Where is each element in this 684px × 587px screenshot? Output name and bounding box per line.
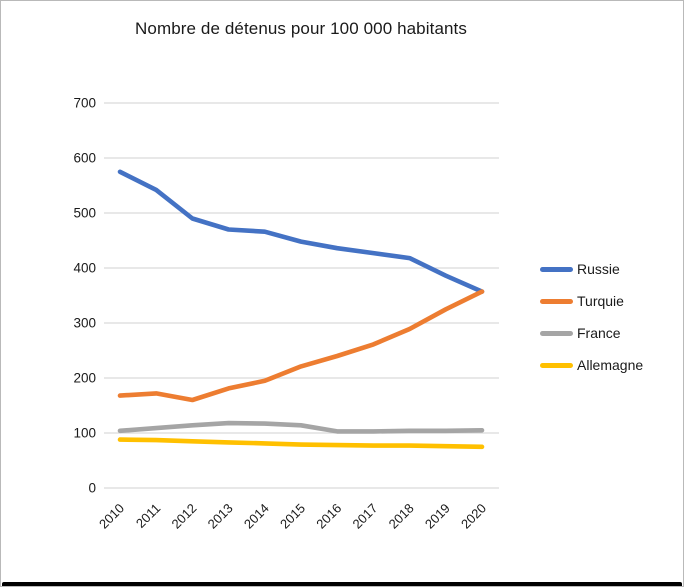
x-axis-tick-label: 2012 [168,501,199,532]
legend-label-turquie: Turquie [577,293,624,309]
series-line-france [117,420,485,434]
series-line-allemagne [117,437,485,450]
y-axis-tick-label: 300 [73,316,96,331]
x-axis-tick-label: 2020 [458,501,489,532]
x-axis-tick-label: 2010 [96,501,127,532]
legend-item-russie: Russie [540,253,643,285]
legend-item-france: France [540,317,643,349]
x-axis-tick-label: 2017 [349,501,380,532]
chart-title: Nombre de détenus pour 100 000 habitants [135,19,467,38]
series-line-russie [117,169,485,294]
legend-label-france: France [577,325,621,341]
x-axis-tick-label: 2011 [133,501,163,531]
chart-legend: Russie Turquie France Allemagne [540,253,643,381]
legend-swatch-turquie [540,298,573,304]
x-axis-tick-label: 2018 [386,501,417,532]
legend-item-allemagne: Allemagne [540,349,643,381]
x-axis-tick-label: 2019 [422,501,453,532]
y-axis-tick-label: 700 [73,96,96,111]
y-axis-tick-label: 500 [73,206,96,221]
y-axis-tick-label: 400 [73,261,96,276]
series-line-turquie [117,289,485,403]
legend-swatch-allemagne [540,362,573,368]
x-axis-tick-label: 2016 [313,501,344,532]
y-axis-tick-label: 100 [73,426,96,441]
legend-swatch-france [540,330,573,336]
legend-item-turquie: Turquie [540,285,643,317]
y-axis-tick-label: 0 [88,481,96,496]
x-axis-tick-label: 2013 [205,501,236,532]
legend-label-russie: Russie [577,261,620,277]
y-axis-tick-label: 600 [73,151,96,166]
bottom-edge-bar [2,582,682,586]
legend-label-allemagne: Allemagne [577,357,644,373]
y-axis-tick-label: 200 [73,371,96,386]
legend-swatch-russie [540,266,573,272]
x-axis-tick-label: 2015 [277,501,308,532]
x-axis-tick-label: 2014 [241,501,272,532]
